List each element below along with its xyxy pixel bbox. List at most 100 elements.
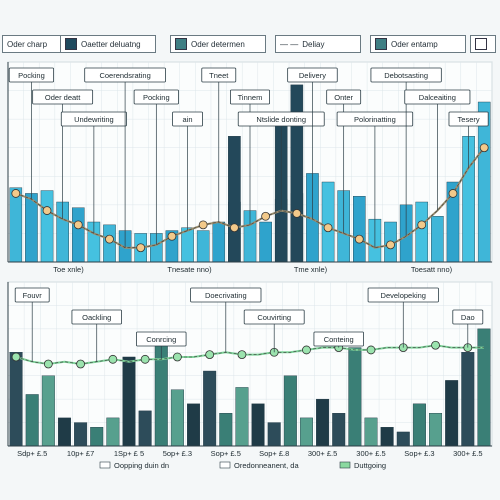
bottom-bar-0-4 bbox=[74, 422, 88, 447]
bottom-bar-0-18 bbox=[299, 417, 313, 447]
bottom-bar-0-0 bbox=[9, 352, 23, 447]
bottom-point-26 bbox=[431, 340, 440, 350]
bottom-bar-0-2 bbox=[41, 375, 55, 447]
top-x-label-1: Tnesate nno) bbox=[167, 265, 212, 274]
bottom-x-label-5: Sop+ £.8 bbox=[259, 449, 289, 458]
bottom-bar-0-21 bbox=[348, 347, 362, 447]
bottom-chart-panel: Fouvr Oackling Conrcing Doecrivating Couvirt… bbox=[7, 281, 493, 470]
top-annotation-8: Ntslide donting bbox=[256, 115, 306, 124]
top-annotation-9: Delivery bbox=[299, 71, 326, 80]
top-annotation-14: Tesery bbox=[458, 115, 480, 124]
bottom-bar-0-27 bbox=[445, 380, 459, 447]
bottom-point-4 bbox=[76, 359, 85, 369]
legend-label-3: Deliay bbox=[302, 39, 325, 49]
bottom-annotation-box-2 bbox=[136, 331, 187, 347]
bottom-x-label-0: Sdp+ £.5 bbox=[17, 449, 47, 458]
bottom-bar-0-19 bbox=[316, 398, 330, 447]
bottom-point-6 bbox=[108, 354, 118, 364]
dash-icon: — — bbox=[280, 39, 299, 49]
bottom-bar-0-25 bbox=[412, 403, 426, 447]
bottom-point-0 bbox=[11, 352, 21, 362]
top-point-10 bbox=[167, 231, 177, 241]
top-annotation-7: Tinnem bbox=[238, 93, 263, 102]
top-annotation-box-12 bbox=[370, 67, 442, 83]
bottom-bar-0-8 bbox=[138, 410, 152, 447]
top-annotation-box-2 bbox=[60, 111, 127, 127]
top-point-26 bbox=[417, 220, 427, 230]
top-annotation-box-1 bbox=[32, 89, 94, 105]
top-point-8 bbox=[136, 243, 146, 253]
bottom-bar-0-1 bbox=[25, 394, 39, 447]
bottom-bar-0-16 bbox=[267, 422, 281, 447]
top-bar-1-18 bbox=[290, 84, 304, 263]
top-annotation-box-10 bbox=[326, 89, 362, 105]
top-x-label-0: Toe xnle) bbox=[53, 265, 84, 274]
bottom-point-2 bbox=[43, 359, 53, 369]
bottom-bar-0-15 bbox=[251, 403, 265, 447]
legend-swatch-4 bbox=[375, 38, 387, 50]
legend-item-4: Oder entamp bbox=[370, 35, 466, 53]
bottom-annotation-box-0 bbox=[14, 287, 50, 303]
top-annotation-5: ain bbox=[183, 115, 193, 124]
top-annotation-2: Undewriting bbox=[74, 115, 114, 124]
bottom-annotation-box-5 bbox=[313, 331, 364, 347]
footer-legend-swatch-2 bbox=[339, 461, 351, 469]
top-annotation-6: Tneet bbox=[209, 71, 229, 80]
top-bar-0-4 bbox=[71, 207, 85, 263]
top-annotation-box-5 bbox=[172, 111, 203, 127]
bottom-bar-0-11 bbox=[187, 403, 201, 447]
top-chart-panel: Pocking Oder deatt Undewriting Coerendsrati… bbox=[7, 61, 493, 274]
bottom-annotation-1: Oackling bbox=[82, 313, 111, 322]
bottom-bar-0-3 bbox=[57, 417, 71, 447]
bottom-x-label-8: Sop+ £.3 bbox=[404, 449, 434, 458]
top-point-20 bbox=[323, 223, 333, 233]
legend-label-0: Oder charp bbox=[7, 39, 48, 49]
top-annotation-box-3 bbox=[84, 67, 166, 83]
top-point-18 bbox=[292, 209, 302, 218]
bottom-x-label-3: 5op+ £.3 bbox=[163, 449, 192, 458]
bottom-bar-0-14 bbox=[235, 387, 249, 447]
top-point-14 bbox=[229, 223, 239, 233]
legend-swatch-2 bbox=[175, 38, 187, 50]
top-bar-0-27 bbox=[431, 216, 444, 263]
top-annotation-0: Pocking bbox=[18, 71, 45, 80]
top-x-label-3: Toesatt nno) bbox=[411, 265, 453, 274]
legend-item-3: — — Deliay bbox=[275, 35, 361, 53]
legend-swatch-5 bbox=[475, 38, 487, 50]
bottom-bar-0-10 bbox=[170, 389, 184, 447]
legend-item-5 bbox=[470, 35, 496, 53]
bottom-x-label-2: 1Sp+ £ 5 bbox=[114, 449, 144, 458]
bottom-bar-0-6 bbox=[106, 417, 120, 447]
top-annotation-box-9 bbox=[287, 67, 338, 83]
bottom-x-label-9: 300+ £.5 bbox=[453, 449, 482, 458]
top-annotation-box-14 bbox=[448, 111, 489, 127]
top-bar-0-2 bbox=[40, 190, 54, 263]
bottom-bar-0-13 bbox=[219, 413, 233, 447]
bottom-annotation-box-3 bbox=[190, 287, 262, 303]
top-point-30 bbox=[479, 143, 489, 153]
top-annotation-12: Debotsasting bbox=[384, 71, 428, 80]
top-bar-0-0 bbox=[9, 187, 23, 263]
bottom-point-18 bbox=[302, 345, 311, 355]
legend-swatch-1 bbox=[65, 38, 77, 50]
bottom-bar-0-12 bbox=[203, 370, 217, 447]
legend-label-4: Oder entamp bbox=[391, 39, 438, 49]
top-bar-0-12 bbox=[196, 230, 210, 263]
top-bar-0-16 bbox=[259, 221, 272, 263]
footer-legend-label-2: Duttgoing bbox=[354, 461, 386, 470]
legend-label-1: Oaetter deluatng bbox=[81, 39, 141, 49]
bottom-bar-0-23 bbox=[380, 427, 394, 447]
bottom-annotation-5: Conteing bbox=[324, 335, 354, 344]
top-point-28 bbox=[448, 189, 458, 198]
top-x-label-2: Tme xnle) bbox=[294, 265, 328, 274]
footer-legend-label-1: Oredonneanent, da bbox=[234, 461, 299, 470]
bottom-bar-0-7 bbox=[122, 356, 136, 447]
bottom-bar-0-28 bbox=[461, 352, 475, 447]
bottom-annotation-box-1 bbox=[71, 309, 122, 325]
top-point-4 bbox=[73, 220, 83, 230]
bottom-annotation-3: Doecrivating bbox=[205, 291, 247, 300]
bottom-bar-0-26 bbox=[429, 413, 443, 447]
bottom-annotation-box-4 bbox=[243, 309, 305, 325]
